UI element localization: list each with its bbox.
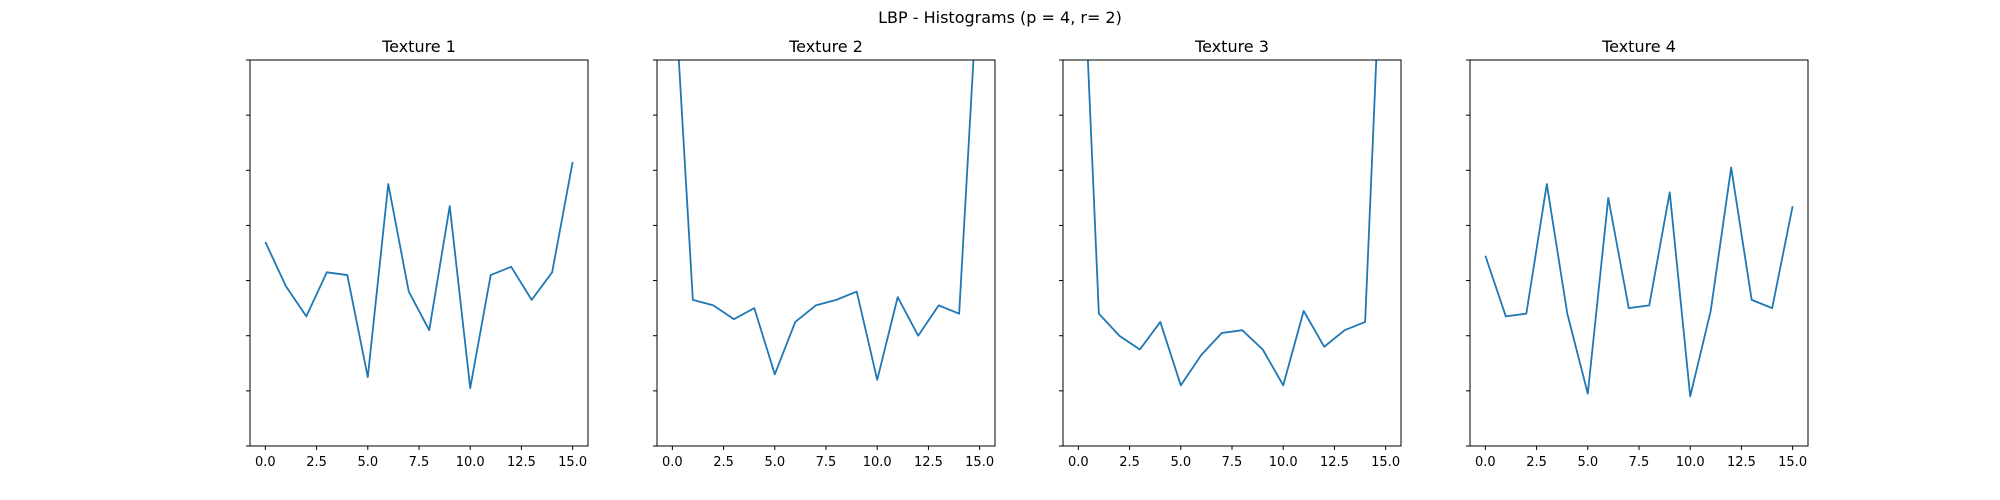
subplot-3: Texture 3 0.0 2.5 5.0 7.5 10.0 12.5 15.0 <box>1059 37 1402 470</box>
x-tick-label: 15.0 <box>965 455 994 470</box>
x-tick-label: 12.5 <box>914 455 943 470</box>
x-tick-label: 12.5 <box>507 455 536 470</box>
x-tick-label: 15.0 <box>558 455 587 470</box>
x-tick-label: 10.0 <box>456 455 485 470</box>
x-tick-label: 5.0 <box>357 455 378 470</box>
axes-frame <box>656 59 996 447</box>
x-tick-label: 10.0 <box>1676 455 1705 470</box>
subplot-1: Texture 1 0.0 2.5 5.0 7.5 10.0 12.5 15.0 <box>246 37 589 470</box>
axes-frame <box>249 59 589 447</box>
x-tick-label: 2.5 <box>1526 455 1547 470</box>
x-tick-label: 7.5 <box>1629 455 1650 470</box>
x-tick-label: 10.0 <box>863 455 892 470</box>
subplot-2: Texture 2 0.0 2.5 5.0 7.5 10.0 12.5 15.0 <box>653 37 996 470</box>
series-line <box>1086 60 1378 387</box>
x-tick-label: 10.0 <box>1269 455 1298 470</box>
x-tick-label: 2.5 <box>713 455 734 470</box>
x-tick-label: 12.5 <box>1320 455 1349 470</box>
x-tick-label: 5.0 <box>764 455 785 470</box>
series-line <box>677 60 975 381</box>
figure-suptitle: LBP - Histograms (p = 4, r= 2) <box>878 8 1122 27</box>
x-tick-label: 7.5 <box>1222 455 1243 470</box>
subplot-4: Texture 4 0.0 2.5 5.0 7.5 10.0 12.5 15.0 <box>1466 37 1809 470</box>
x-tick-label: 15.0 <box>1371 455 1400 470</box>
subplot-panels: Texture 10.0 2.5 5.0 7.5 10.0 12.5 15.0Texture… <box>246 37 1809 470</box>
x-tick-label: 0.0 <box>1068 455 1089 470</box>
subplot-title: Texture 3 <box>1194 37 1269 56</box>
subplot-title: Texture 2 <box>788 37 863 56</box>
subplot-title: Texture 4 <box>1601 37 1676 56</box>
x-tick-label: 5.0 <box>1577 455 1598 470</box>
axes-frame <box>1469 59 1809 447</box>
x-tick-label: 2.5 <box>306 455 327 470</box>
x-tick-label: 12.5 <box>1727 455 1756 470</box>
x-tick-label: 0.0 <box>1475 455 1496 470</box>
series-line <box>264 161 574 390</box>
axes-frame <box>1062 59 1402 447</box>
x-tick-label: 2.5 <box>1119 455 1140 470</box>
x-tick-label: 7.5 <box>816 455 837 470</box>
x-tick-label: 0.0 <box>662 455 683 470</box>
x-tick-label: 7.5 <box>409 455 430 470</box>
subplot-title: Texture 1 <box>381 37 456 56</box>
x-tick-label: 15.0 <box>1778 455 1807 470</box>
series-line <box>1484 166 1794 398</box>
x-tick-label: 0.0 <box>255 455 276 470</box>
x-tick-label: 5.0 <box>1170 455 1191 470</box>
